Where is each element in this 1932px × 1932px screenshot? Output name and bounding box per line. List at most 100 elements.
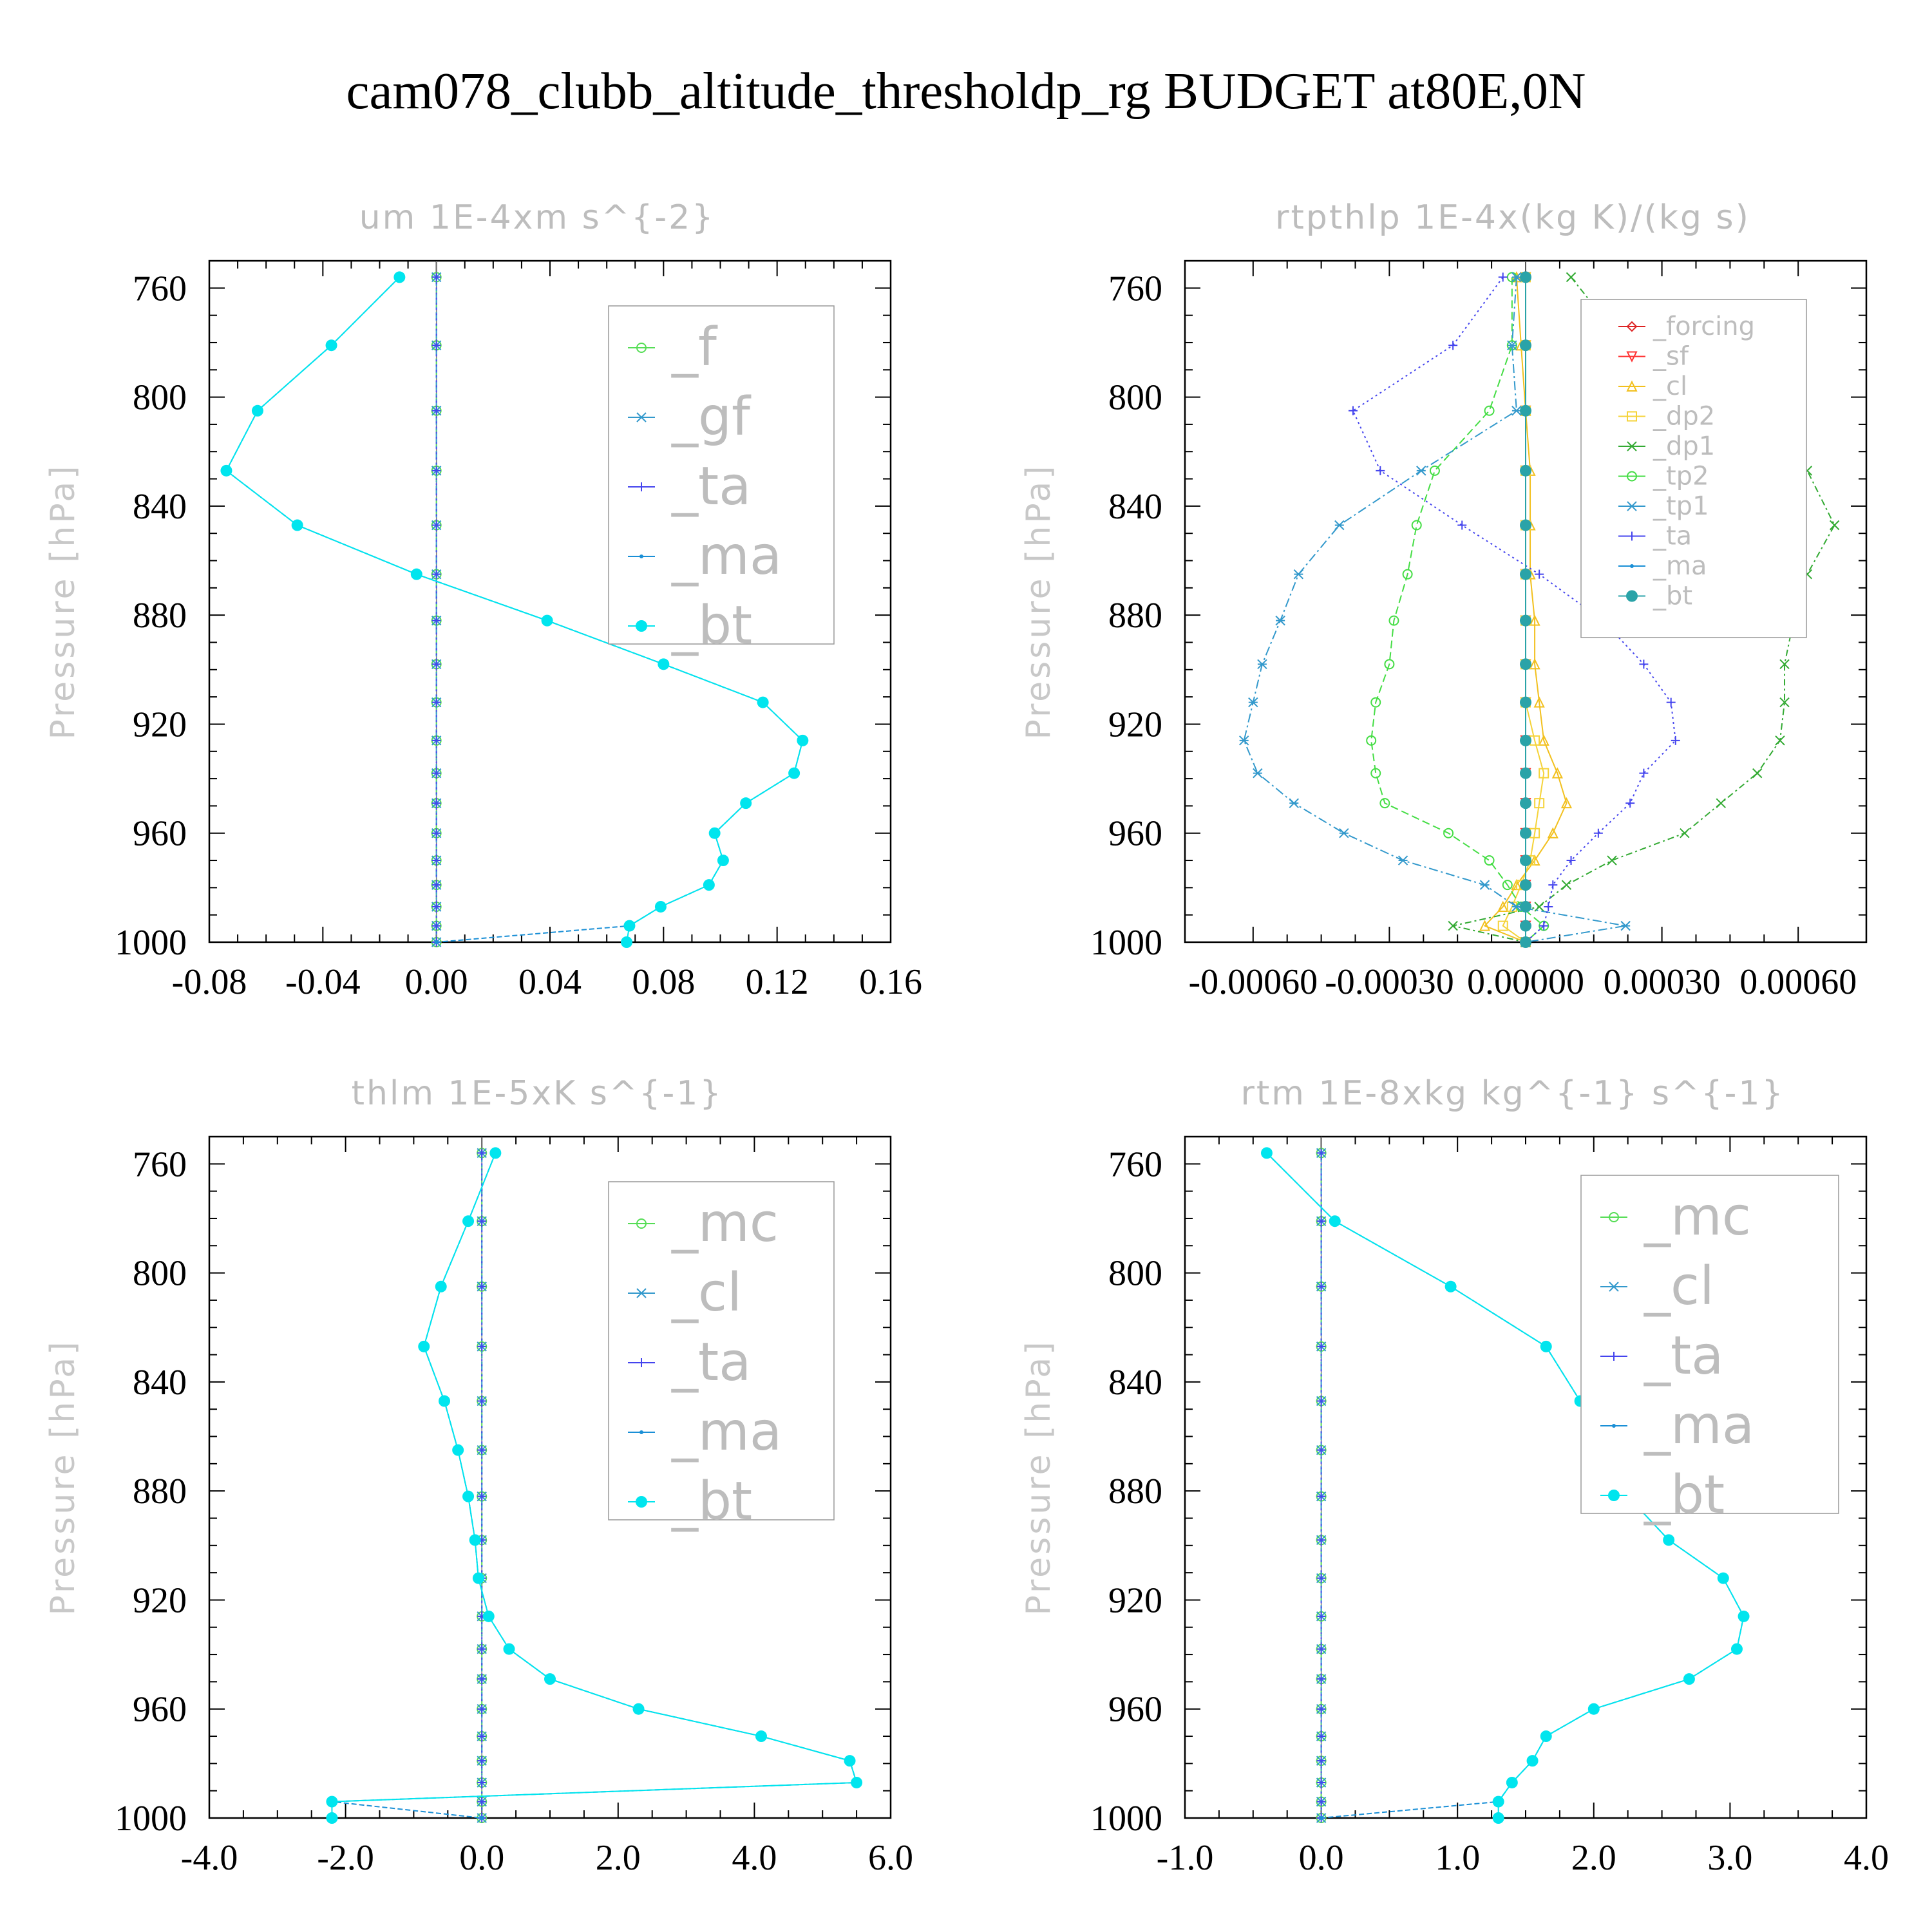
x-tick-label: 0.00060 bbox=[1739, 962, 1857, 1002]
data-point bbox=[1448, 920, 1458, 931]
x-tick-label: 6.0 bbox=[868, 1838, 913, 1878]
data-point bbox=[1775, 735, 1785, 746]
x-tick-label: 0.12 bbox=[746, 962, 809, 1002]
data-point bbox=[654, 900, 667, 913]
series-tp2 bbox=[1366, 272, 1549, 947]
x-tick-label: 0.00 bbox=[405, 962, 468, 1002]
data-point bbox=[1520, 879, 1531, 891]
data-point bbox=[1529, 614, 1540, 626]
data-point bbox=[1443, 828, 1454, 838]
data-point bbox=[1492, 1795, 1504, 1808]
y-tick-label: 880 bbox=[133, 1472, 187, 1511]
x-tick-label: 0.08 bbox=[632, 962, 695, 1002]
data-point bbox=[431, 856, 441, 866]
data-point bbox=[1497, 920, 1508, 931]
data-point bbox=[1502, 880, 1513, 891]
data-point bbox=[472, 1572, 484, 1584]
data-point bbox=[1379, 798, 1390, 809]
data-point bbox=[1506, 1776, 1518, 1788]
data-point bbox=[1716, 798, 1726, 808]
panel-3: thlm 1E-5xK s^{-1} Pressure [hPa] 760 800 84… bbox=[44, 1074, 913, 1878]
legend-label: _cl bbox=[1643, 1256, 1714, 1317]
data-point bbox=[1533, 696, 1545, 708]
data-point bbox=[477, 1341, 487, 1351]
data-point bbox=[462, 1215, 475, 1227]
legend-label: _ma bbox=[1643, 1395, 1754, 1456]
legend-marker bbox=[1626, 590, 1638, 602]
data-point bbox=[477, 1217, 487, 1226]
data-point bbox=[1479, 880, 1490, 890]
data-point bbox=[1370, 697, 1381, 708]
y-tick-label: 920 bbox=[133, 705, 187, 744]
data-point bbox=[477, 1704, 487, 1714]
data-point bbox=[1520, 767, 1531, 779]
data-point bbox=[1520, 900, 1531, 913]
data-point bbox=[291, 519, 303, 531]
legend-marker bbox=[1626, 321, 1638, 332]
legend-marker bbox=[1627, 411, 1637, 422]
data-point bbox=[717, 855, 729, 867]
legend-label: _dp1 bbox=[1653, 431, 1715, 461]
legend: _forcing_sf_cl_dp2_dp1_tp2_tp1_ta_ma_bt bbox=[1580, 299, 1807, 638]
x-tick-label: 0.0 bbox=[459, 1838, 504, 1878]
series-ta bbox=[1316, 1148, 1326, 1823]
data-point bbox=[1444, 1280, 1457, 1293]
data-point bbox=[1561, 880, 1572, 890]
data-point bbox=[1275, 615, 1285, 626]
x-tick-label: 2.0 bbox=[596, 1838, 641, 1878]
data-point bbox=[251, 404, 263, 417]
x-tick-label: 3.0 bbox=[1707, 1838, 1752, 1878]
data-point bbox=[1829, 520, 1840, 531]
data-point bbox=[1479, 920, 1491, 931]
data-point bbox=[1507, 340, 1517, 350]
data-point bbox=[1520, 827, 1531, 839]
data-point bbox=[477, 1396, 487, 1406]
data-point bbox=[220, 464, 232, 477]
y-tick-label: 800 bbox=[133, 1254, 187, 1294]
data-point bbox=[431, 466, 441, 475]
y-tick-label: 760 bbox=[133, 269, 187, 308]
series-line bbox=[1243, 277, 1626, 943]
y-tick-label: 800 bbox=[1108, 1254, 1162, 1294]
legend-box bbox=[608, 1181, 835, 1520]
data-point bbox=[1520, 464, 1531, 477]
data-point bbox=[757, 696, 769, 708]
data-point bbox=[1520, 734, 1531, 746]
data-point bbox=[1316, 1445, 1326, 1455]
y-tick-label: 1000 bbox=[115, 923, 187, 963]
data-point bbox=[1366, 735, 1377, 746]
data-point bbox=[1526, 1755, 1539, 1767]
y-tick-label: 840 bbox=[1108, 487, 1162, 527]
data-point bbox=[1384, 659, 1395, 670]
data-point bbox=[1730, 1643, 1743, 1655]
panel-title: rtpthlp 1E-4x(kg K)/(kg s) bbox=[1275, 198, 1750, 237]
data-point bbox=[393, 271, 406, 283]
legend-marker bbox=[639, 1430, 643, 1434]
data-point bbox=[1260, 1147, 1273, 1159]
data-point bbox=[1607, 855, 1617, 866]
y-axis-label: Pressure [hPa] bbox=[44, 1340, 82, 1616]
legend-label: _ma bbox=[1653, 551, 1707, 581]
data-point bbox=[431, 341, 441, 350]
data-point bbox=[1566, 272, 1577, 283]
data-point bbox=[1520, 519, 1531, 531]
legend-label: _cl bbox=[671, 1262, 742, 1323]
legend-marker bbox=[1626, 351, 1638, 363]
data-point bbox=[1520, 696, 1531, 708]
series-line bbox=[1370, 277, 1545, 943]
data-point bbox=[1339, 828, 1349, 838]
data-point bbox=[1289, 798, 1299, 808]
data-point bbox=[1316, 1535, 1326, 1545]
data-point bbox=[477, 1644, 487, 1654]
y-tick-label: 1000 bbox=[1090, 923, 1162, 963]
legend-label: _bt bbox=[671, 595, 752, 656]
legend-marker bbox=[1627, 531, 1636, 541]
data-point bbox=[1680, 828, 1690, 838]
legend-label: _bt bbox=[1643, 1464, 1725, 1526]
data-point bbox=[431, 697, 441, 707]
data-point bbox=[1497, 900, 1509, 912]
legend-label: _ma bbox=[671, 1401, 782, 1463]
data-point bbox=[434, 940, 439, 944]
data-point bbox=[326, 1795, 338, 1808]
data-point bbox=[1534, 902, 1544, 912]
